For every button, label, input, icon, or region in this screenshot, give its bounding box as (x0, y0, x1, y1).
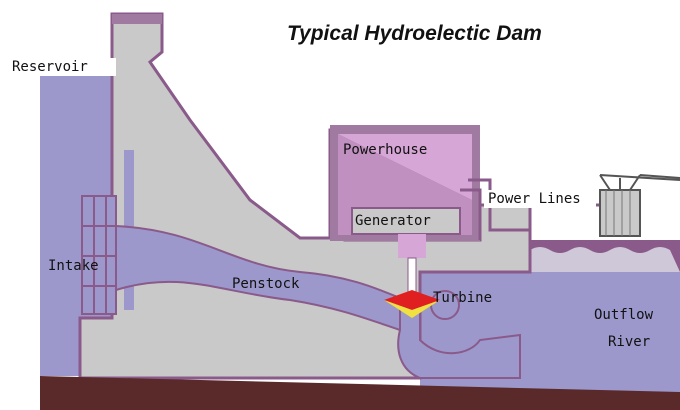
label: Turbine (433, 290, 492, 306)
power-line-duct (460, 178, 600, 240)
label: Powerhouse (343, 142, 427, 158)
label: Intake (48, 258, 99, 274)
label-bg (484, 190, 596, 208)
river-bank-texture (530, 247, 680, 272)
turbine-blade (384, 290, 412, 310)
turbine-blade (412, 300, 440, 318)
generator-base (398, 234, 426, 258)
dam-crest (112, 14, 162, 24)
title: Typical Hydroelectic Dam (287, 22, 542, 45)
label: Penstock (232, 276, 300, 292)
label: Outflow (594, 307, 654, 323)
ground (40, 376, 680, 410)
transformer-fins (605, 190, 631, 236)
power-wires (599, 174, 680, 191)
label: Reservoir (12, 59, 88, 75)
label-bg (8, 58, 116, 76)
transformer (599, 189, 641, 237)
turbine-blade (384, 300, 412, 318)
draft-tube (397, 297, 521, 379)
generator-body (351, 207, 461, 235)
label: Power Lines (488, 191, 581, 207)
turbine-blade (412, 290, 440, 310)
intake-bars (82, 196, 116, 314)
label: Generator (355, 213, 431, 229)
label: River (608, 334, 650, 350)
